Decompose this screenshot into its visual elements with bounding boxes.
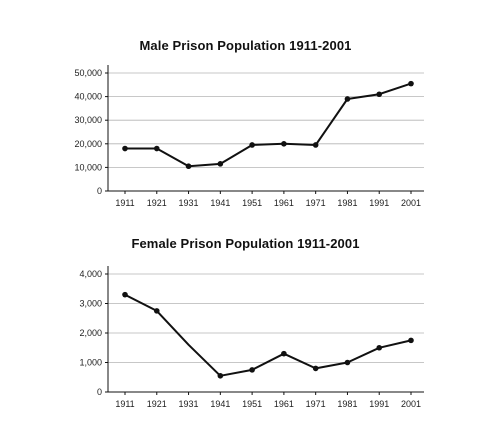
male-y-tick-label: 20,000 [74,139,102,149]
female-data-point [122,291,128,298]
female-x-tick-label: 1911 [115,399,134,409]
female-x-tick-label: 1991 [369,399,389,409]
male-data-point [376,91,383,98]
female-x-tick-label: 1931 [179,399,199,409]
male-x-tick-label: 1921 [147,198,167,208]
female-prison-chart: Female Prison Population 1911-2001 0 1,00… [0,218,491,436]
female-x-tick-label: 1951 [242,399,262,409]
female-x-tick-label: 1941 [210,399,230,409]
female-data-point [153,308,160,314]
male-data-point [122,145,128,152]
male-series-line [125,82,412,168]
female-x-tick-label: 1921 [147,399,167,409]
male-y-tick-label: 50,000 [74,68,102,78]
male-data-point [153,145,160,152]
male-x-tick-label: 1981 [337,198,357,208]
female-data-point [376,344,383,351]
male-x-tick-label: 2001 [401,198,421,208]
male-data-point [249,142,255,148]
male-x-tick-label: 1931 [179,198,199,208]
male-x-tick-label: 1951 [242,198,262,208]
female-x-tick-label: 1981 [337,399,357,409]
male-y-tick-label: 30,000 [74,115,102,125]
female-y-tick-label: 4,000 [79,269,102,279]
male-y-tick-label: 0 [97,186,102,196]
female-chart-title: Female Prison Population 1911-2001 [131,236,360,251]
male-data-point [408,80,414,87]
male-data-point [185,163,192,170]
female-data-point [312,365,319,372]
female-data-point [281,350,287,357]
male-data-point [344,96,351,102]
female-y-tick-label: 2,000 [79,328,102,338]
male-x-tick-label: 1961 [274,198,294,208]
male-y-tick-label: 40,000 [74,92,102,102]
female-data-point [249,367,255,373]
female-chart-plot: 0 1,000 2,000 3,000 4,000 1911 1921 1931 1941 195… [79,266,424,409]
female-data-point [344,359,351,366]
female-x-tick-label: 2001 [401,399,421,409]
male-data-point [281,141,287,147]
female-y-tick-label: 0 [97,387,102,397]
female-data-point [408,337,414,344]
female-data-point [217,372,224,379]
male-x-tick-label: 1941 [210,198,230,208]
male-chart-plot: 0 10,000 20,000 30,000 40,000 50,000 1911 1921 1… [74,65,424,208]
male-data-point [217,161,224,167]
male-x-tick-label: 1911 [115,198,134,208]
male-data-point [312,142,319,148]
female-x-tick-label: 1971 [306,399,326,409]
male-x-tick-label: 1991 [369,198,389,208]
female-series-line [124,293,412,377]
male-prison-chart: Male Prison Population 1911-2001 0 10,000… [74,38,424,208]
male-chart-title: Male Prison Population 1911-2001 [139,38,352,53]
female-y-tick-label: 1,000 [79,358,102,368]
female-x-tick-label: 1961 [274,399,294,409]
male-x-tick-label: 1971 [306,198,326,208]
female-y-tick-label: 3,000 [79,299,102,309]
male-y-tick-label: 10,000 [74,162,102,172]
